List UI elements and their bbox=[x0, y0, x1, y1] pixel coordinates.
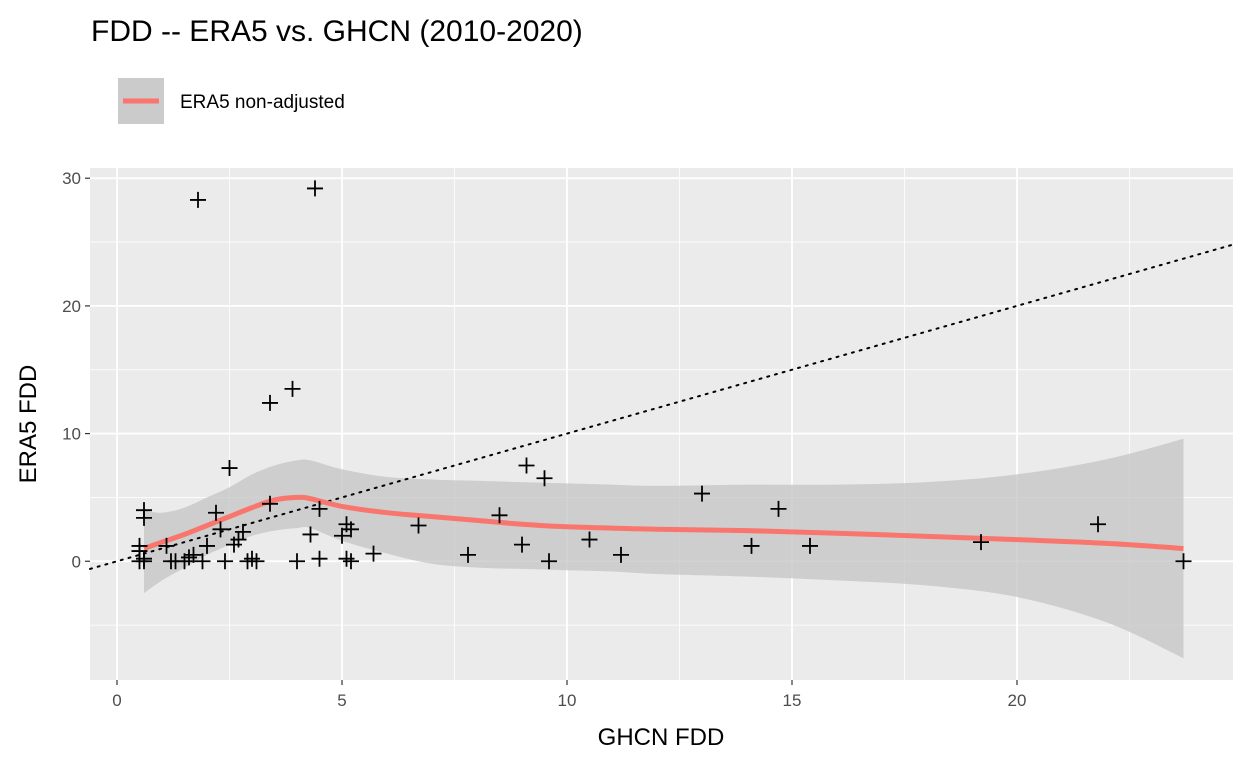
data-point bbox=[365, 545, 382, 562]
data-point bbox=[307, 180, 323, 197]
data-point bbox=[158, 537, 175, 554]
reference-line-layer bbox=[89, 243, 1234, 570]
data-point bbox=[212, 521, 229, 538]
data-point bbox=[194, 553, 211, 570]
y-tick-label: 0 bbox=[72, 552, 81, 571]
x-axis-title: GHCN FDD bbox=[598, 724, 725, 751]
data-point bbox=[262, 495, 278, 512]
data-point bbox=[262, 394, 278, 411]
y-axis-title: ERA5 FDD bbox=[15, 365, 42, 484]
data-point bbox=[334, 527, 350, 544]
y-tick-label: 20 bbox=[62, 297, 81, 316]
data-point bbox=[311, 550, 328, 567]
data-point bbox=[802, 537, 818, 554]
data-point bbox=[518, 457, 535, 474]
data-point bbox=[581, 531, 598, 548]
data-point bbox=[221, 460, 238, 477]
data-point bbox=[973, 534, 989, 551]
data-point bbox=[136, 553, 152, 570]
confidence-band-layer bbox=[144, 438, 1184, 659]
data-point bbox=[1175, 553, 1192, 570]
y-axis: 0 10 20 30 bbox=[62, 169, 90, 571]
data-point bbox=[131, 537, 148, 554]
data-point bbox=[208, 504, 224, 521]
points-layer bbox=[131, 180, 1192, 570]
legend: ERA5 non-adjusted bbox=[118, 78, 345, 124]
smooth-line bbox=[143, 494, 1184, 551]
y-tick-label: 10 bbox=[62, 425, 81, 444]
data-point bbox=[235, 523, 251, 540]
data-point bbox=[1090, 516, 1106, 533]
data-point bbox=[343, 553, 359, 570]
data-point bbox=[743, 537, 760, 554]
x-tick-label: 20 bbox=[1008, 691, 1027, 710]
data-point bbox=[185, 546, 202, 563]
data-point bbox=[289, 553, 305, 570]
chart-title: FDD -- ERA5 vs. GHCN (2010-2020) bbox=[91, 15, 583, 48]
data-point bbox=[248, 553, 265, 570]
data-point bbox=[302, 526, 319, 543]
data-point bbox=[343, 521, 359, 538]
data-point bbox=[190, 191, 206, 208]
data-point bbox=[311, 500, 328, 517]
data-point bbox=[694, 485, 710, 502]
x-tick-label: 15 bbox=[783, 691, 802, 710]
data-point bbox=[491, 507, 508, 524]
data-point bbox=[536, 470, 553, 487]
data-point bbox=[410, 517, 427, 534]
data-point bbox=[199, 537, 215, 554]
data-point bbox=[217, 553, 233, 570]
data-point bbox=[613, 546, 629, 563]
data-point bbox=[514, 536, 530, 553]
legend-label: ERA5 non-adjusted bbox=[180, 92, 345, 113]
smooth-line-layer bbox=[143, 494, 1184, 551]
reference-line bbox=[89, 243, 1234, 570]
data-point bbox=[460, 546, 476, 563]
data-point bbox=[541, 553, 557, 570]
x-axis: 0 5 10 15 20 bbox=[112, 680, 1026, 710]
x-tick-label: 10 bbox=[558, 691, 577, 710]
y-tick-label: 30 bbox=[62, 169, 81, 188]
data-point bbox=[284, 380, 301, 397]
data-point bbox=[136, 509, 152, 526]
x-tick-label: 0 bbox=[112, 691, 121, 710]
x-tick-label: 5 bbox=[337, 691, 346, 710]
confidence-band bbox=[144, 438, 1184, 659]
data-point bbox=[770, 500, 787, 517]
